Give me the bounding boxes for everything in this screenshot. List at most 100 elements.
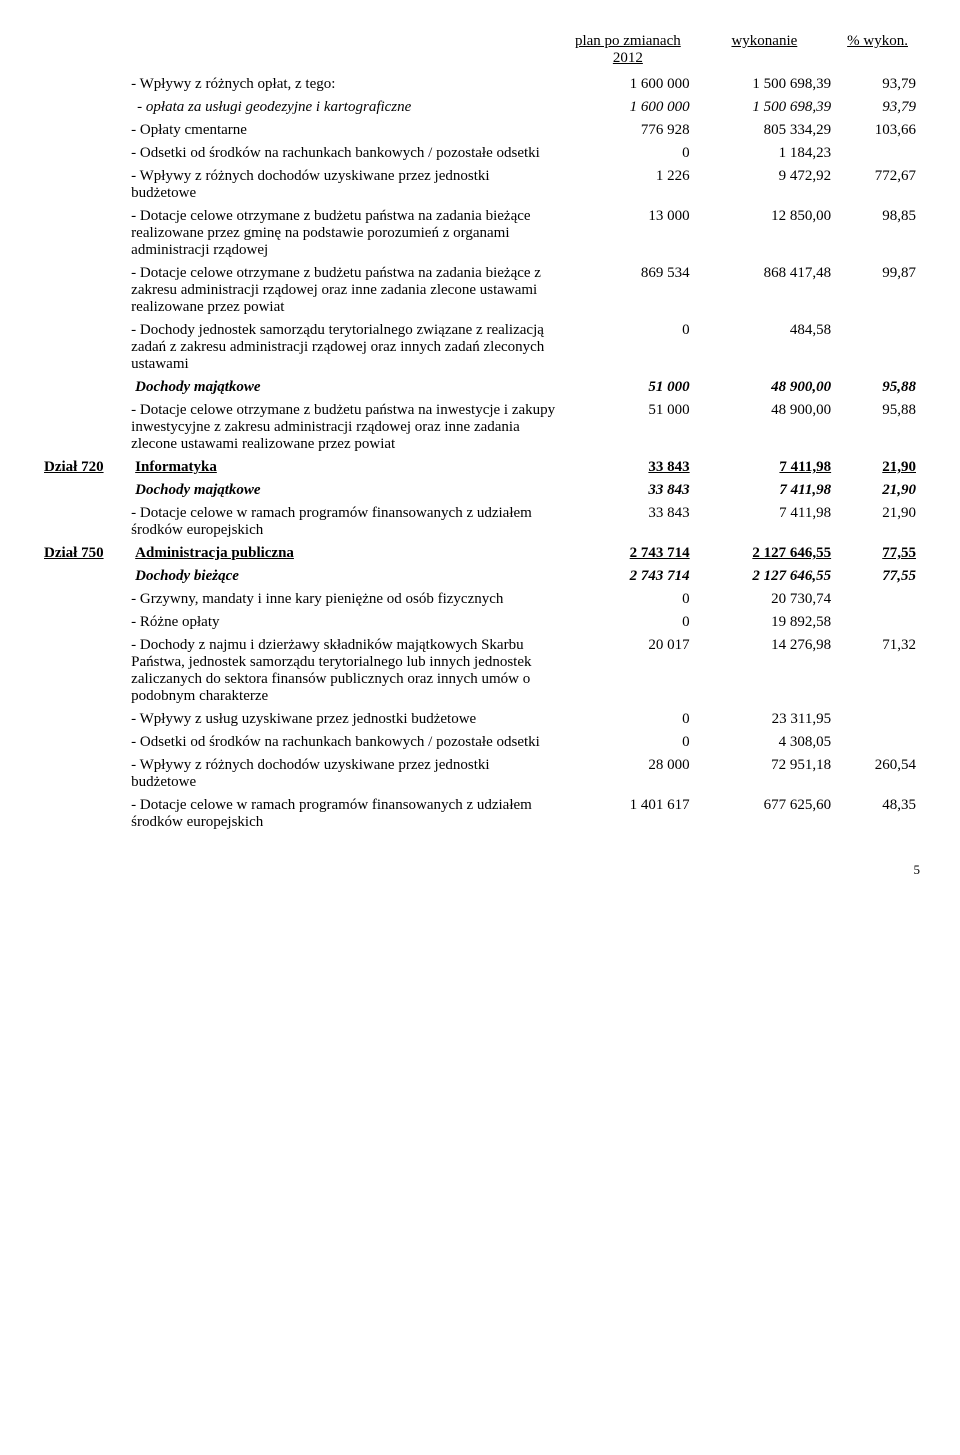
row-label [40,205,131,262]
header-wykonanie: wykonanie [694,30,835,73]
row-text: Dochody bieżące [131,565,562,588]
table-row: - Dotacje celowe otrzymane z budżetu pań… [40,399,920,456]
row-wykonanie: 805 334,29 [694,119,835,142]
header-plan: plan po zmianach 2012 [562,30,694,73]
row-wykonanie: 677 625,60 [694,794,835,834]
table-row: - Dotacje celowe otrzymane z budżetu pań… [40,205,920,262]
row-label [40,634,131,708]
row-label [40,119,131,142]
row-wykonanie: 12 850,00 [694,205,835,262]
row-label [40,399,131,456]
row-text: Administracja publiczna [131,542,562,565]
row-percent: 99,87 [835,262,920,319]
row-label [40,479,131,502]
row-label [40,611,131,634]
budget-table: plan po zmianach 2012 wykonanie % wykon.… [40,30,920,834]
table-row: - Dotacje celowe w ramach programów fina… [40,794,920,834]
table-row: - Wpływy z różnych dochodów uzyskiwane p… [40,165,920,205]
row-plan: 0 [562,319,694,376]
row-text: Informatyka [131,456,562,479]
row-percent: 772,67 [835,165,920,205]
row-percent: 48,35 [835,794,920,834]
row-plan: 1 600 000 [562,96,694,119]
row-plan: 20 017 [562,634,694,708]
table-row: - Odsetki od środków na rachunkach banko… [40,142,920,165]
table-row: - Wpływy z usług uzyskiwane przez jednos… [40,708,920,731]
row-label [40,262,131,319]
row-wykonanie: 2 127 646,55 [694,565,835,588]
row-text: - Dochody jednostek samorządu terytorial… [131,319,562,376]
row-label [40,96,131,119]
row-percent: 95,88 [835,399,920,456]
table-row: - Grzywny, mandaty i inne kary pieniężne… [40,588,920,611]
row-text: - Dotacje celowe otrzymane z budżetu pań… [131,399,562,456]
row-label [40,376,131,399]
table-row: - opłata za usługi geodezyjne i kartogra… [40,96,920,119]
page-number: 5 [40,862,920,878]
row-percent: 71,32 [835,634,920,708]
row-plan: 1 600 000 [562,73,694,96]
row-plan: 0 [562,588,694,611]
table-row: - Różne opłaty019 892,58 [40,611,920,634]
row-percent: 93,79 [835,73,920,96]
row-text: - Dochody z najmu i dzierżawy składników… [131,634,562,708]
row-percent [835,731,920,754]
table-row: Dochody bieżące2 743 7142 127 646,5577,5… [40,565,920,588]
row-plan: 2 743 714 [562,542,694,565]
table-row: - Wpływy z różnych opłat, z tego:1 600 0… [40,73,920,96]
row-text: - Opłaty cmentarne [131,119,562,142]
row-wykonanie: 19 892,58 [694,611,835,634]
row-plan: 0 [562,708,694,731]
row-text: - Grzywny, mandaty i inne kary pieniężne… [131,588,562,611]
row-label [40,142,131,165]
row-plan: 1 401 617 [562,794,694,834]
table-row: - Dochody jednostek samorządu terytorial… [40,319,920,376]
row-wykonanie: 48 900,00 [694,399,835,456]
row-percent [835,588,920,611]
row-text: - opłata za usługi geodezyjne i kartogra… [131,96,562,119]
row-wykonanie: 7 411,98 [694,456,835,479]
row-wykonanie: 14 276,98 [694,634,835,708]
row-label [40,794,131,834]
table-row: Dział 720Informatyka33 8437 411,9821,90 [40,456,920,479]
row-wykonanie: 1 184,23 [694,142,835,165]
header-percent: % wykon. [835,30,920,73]
row-text: - Dotacje celowe otrzymane z budżetu pań… [131,205,562,262]
table-row: - Dotacje celowe w ramach programów fina… [40,502,920,542]
row-wykonanie: 1 500 698,39 [694,96,835,119]
row-plan: 2 743 714 [562,565,694,588]
row-percent: 95,88 [835,376,920,399]
row-plan: 869 534 [562,262,694,319]
row-percent: 93,79 [835,96,920,119]
row-text: - Wpływy z usług uzyskiwane przez jednos… [131,708,562,731]
row-label [40,754,131,794]
row-label [40,319,131,376]
row-plan: 51 000 [562,376,694,399]
row-percent: 103,66 [835,119,920,142]
row-wykonanie: 868 417,48 [694,262,835,319]
row-percent: 77,55 [835,565,920,588]
row-plan: 0 [562,142,694,165]
row-plan: 51 000 [562,399,694,456]
table-header-row: plan po zmianach 2012 wykonanie % wykon. [40,30,920,73]
row-text: Dochody majątkowe [131,479,562,502]
row-text: Dochody majątkowe [131,376,562,399]
row-plan: 33 843 [562,456,694,479]
row-text: - Wpływy z różnych dochodów uzyskiwane p… [131,165,562,205]
row-wykonanie: 2 127 646,55 [694,542,835,565]
row-label: Dział 720 [40,456,131,479]
row-wykonanie: 23 311,95 [694,708,835,731]
row-percent [835,611,920,634]
table-row: - Odsetki od środków na rachunkach banko… [40,731,920,754]
row-text: - Różne opłaty [131,611,562,634]
row-wykonanie: 4 308,05 [694,731,835,754]
row-wykonanie: 72 951,18 [694,754,835,794]
row-wykonanie: 1 500 698,39 [694,73,835,96]
table-row: - Opłaty cmentarne776 928805 334,29103,6… [40,119,920,142]
row-percent: 21,90 [835,456,920,479]
row-text: - Wpływy z różnych opłat, z tego: [131,73,562,96]
row-percent [835,319,920,376]
row-label [40,731,131,754]
row-wykonanie: 20 730,74 [694,588,835,611]
row-text: - Wpływy z różnych dochodów uzyskiwane p… [131,754,562,794]
